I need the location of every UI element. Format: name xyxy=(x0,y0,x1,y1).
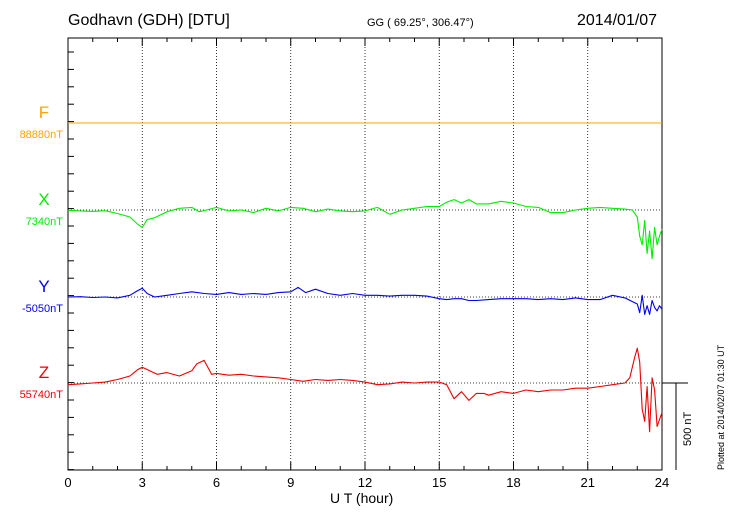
component-z-label: Z xyxy=(39,363,49,382)
x-tick-label: 15 xyxy=(432,475,446,490)
x-tick-label: 21 xyxy=(581,475,595,490)
station-coordinates: GG ( 69.25°, 306.47°) xyxy=(367,17,474,29)
x-tick-label: 18 xyxy=(506,475,520,490)
series-y-line xyxy=(67,286,663,315)
component-x-baseline: 7340nT xyxy=(26,216,64,228)
series-x-line xyxy=(67,199,663,260)
scale-bar-label: 500 nT xyxy=(682,411,694,446)
station-title: Godhavn (GDH) [DTU] xyxy=(68,12,230,29)
component-y-label: Y xyxy=(38,277,49,296)
plot-date: 2014/01/07 xyxy=(577,12,658,29)
x-tick-label: 12 xyxy=(358,475,372,490)
x-axis-label: U T (hour) xyxy=(330,490,394,506)
plotted-timestamp: Plotted at 2014/02/07 01:30 UT xyxy=(716,344,726,470)
component-y-baseline: -5050nT xyxy=(22,303,63,315)
component-f-baseline: 88880nT xyxy=(20,129,64,141)
x-tick-label: 24 xyxy=(655,475,669,490)
component-f-label: F xyxy=(39,103,49,122)
series-z-line xyxy=(67,347,663,433)
component-z-baseline: 55740nT xyxy=(20,389,64,401)
x-tick-label: 6 xyxy=(213,475,220,490)
x-tick-label: 0 xyxy=(64,475,71,490)
x-tick-label: 9 xyxy=(287,475,294,490)
x-tick-label: 3 xyxy=(139,475,146,490)
component-x-label: X xyxy=(38,190,49,209)
